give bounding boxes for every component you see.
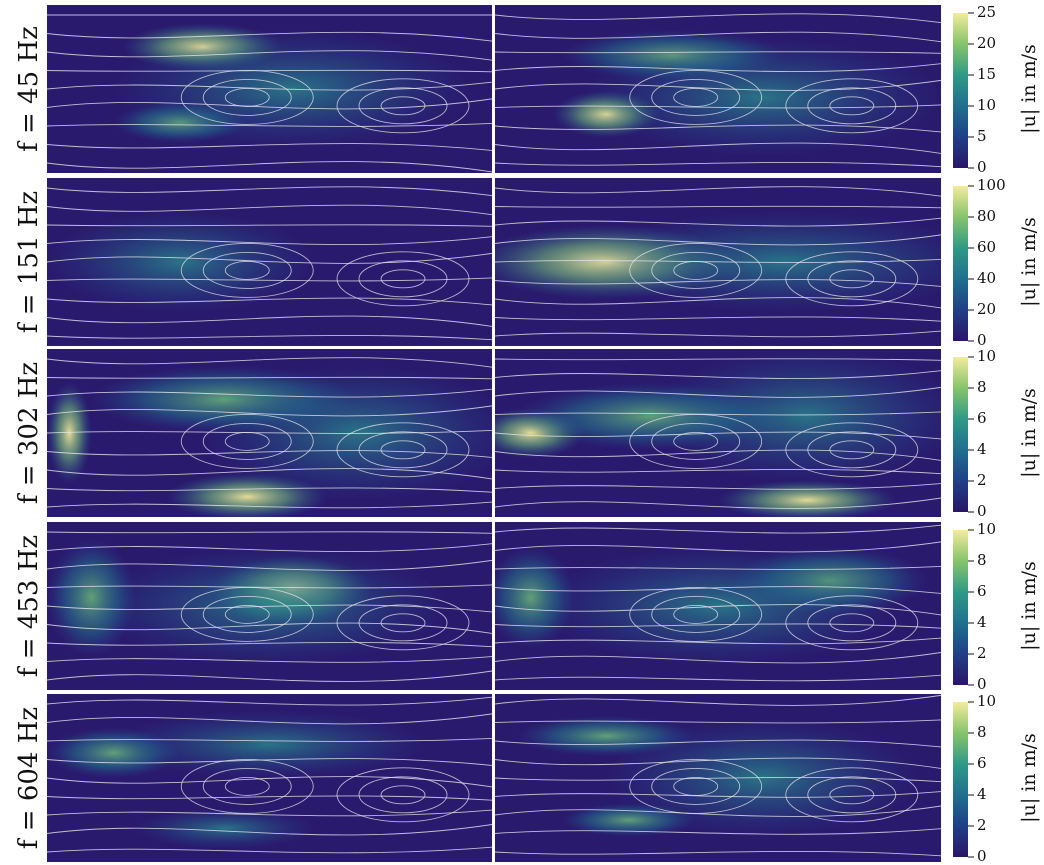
colorbar-label: |u| in m/s: [1018, 733, 1040, 823]
panel-content: [495, 694, 941, 862]
row-label: f = 302 Hz: [14, 362, 44, 504]
colorbar-tick-label: 15: [977, 65, 996, 83]
flow-panel: [47, 694, 492, 862]
colorbar-tick-label: 4: [977, 613, 987, 631]
colorbar-label: |u| in m/s: [1018, 44, 1040, 134]
colorbar-tick-label: 6: [977, 754, 987, 772]
flow-panel: [47, 522, 492, 690]
colorbar-tick-label: 0: [977, 847, 987, 865]
colorbar-tick-label: 8: [977, 378, 987, 396]
flow-panel: [477, 349, 963, 520]
colorbar-tick-label: 10: [977, 520, 996, 538]
colorbar-tick-label: 10: [977, 692, 996, 710]
flow-panel: [495, 694, 941, 862]
flow-panel: [486, 522, 941, 690]
panel-content: [47, 694, 492, 862]
flow-panel: [47, 178, 492, 346]
colorbar: [953, 530, 968, 685]
colorbar-tick-label: 100: [977, 176, 1006, 194]
colorbar-tick-label: 8: [977, 723, 987, 741]
velocity-region: [718, 480, 896, 520]
colorbar-tick-label: 2: [977, 471, 987, 489]
colorbar-tick-label: 25: [977, 3, 996, 21]
colorbar-tick-label: 4: [977, 440, 987, 458]
colorbar: [953, 13, 968, 168]
colorbar-tick-label: 5: [977, 127, 987, 145]
panel-content: [486, 522, 941, 690]
colorbar-tick-label: 0: [977, 158, 987, 176]
panel-content: [477, 349, 963, 520]
colorbar-tick-label: 20: [977, 34, 996, 52]
row-label: f = 604 Hz: [14, 707, 44, 849]
colorbar-tick-label: 8: [977, 551, 987, 569]
colorbar: [953, 357, 968, 512]
panel-content: [473, 178, 986, 346]
row-label: f = 45 Hz: [14, 26, 44, 152]
colorbar-tick-label: 10: [977, 96, 996, 114]
colorbar-tick-label: 6: [977, 582, 987, 600]
colorbar-label: |u| in m/s: [1018, 217, 1040, 307]
colorbar-tick-label: 2: [977, 644, 987, 662]
panel-content: [495, 5, 941, 173]
colorbar: [953, 186, 968, 341]
colorbar-tick-label: 6: [977, 409, 987, 427]
colorbar-label: |u| in m/s: [1018, 388, 1040, 478]
colorbar-tick-label: 2: [977, 816, 987, 834]
colorbar-tick-label: 10: [977, 347, 996, 365]
velocity-region: [651, 349, 963, 483]
colorbar-tick-label: 0: [977, 675, 987, 693]
row-label: f = 151 Hz: [14, 191, 44, 333]
flow-panel: [47, 349, 514, 520]
flow-panel: [495, 5, 941, 173]
panel-content: [47, 178, 492, 346]
flow-panel: [473, 178, 986, 346]
colorbar-tick-label: 80: [977, 207, 996, 225]
colorbar-tick-label: 60: [977, 238, 996, 256]
colorbar: [953, 702, 968, 857]
velocity-region: [114, 711, 426, 778]
panel-content: [47, 522, 492, 690]
panel-content: [47, 349, 514, 520]
colorbar-tick-label: 20: [977, 300, 996, 318]
row-label: f = 453 Hz: [14, 535, 44, 677]
figure: f = 45 Hz0510152025|u| in m/sf = 151 Hz0…: [0, 0, 1044, 865]
flow-panel: [47, 5, 492, 173]
panel-content: [47, 5, 492, 173]
colorbar-tick-label: 0: [977, 502, 987, 520]
velocity-region: [584, 39, 941, 157]
colorbar-label: |u| in m/s: [1018, 561, 1040, 651]
colorbar-tick-label: 4: [977, 785, 987, 803]
colorbar-tick-label: 40: [977, 269, 996, 287]
